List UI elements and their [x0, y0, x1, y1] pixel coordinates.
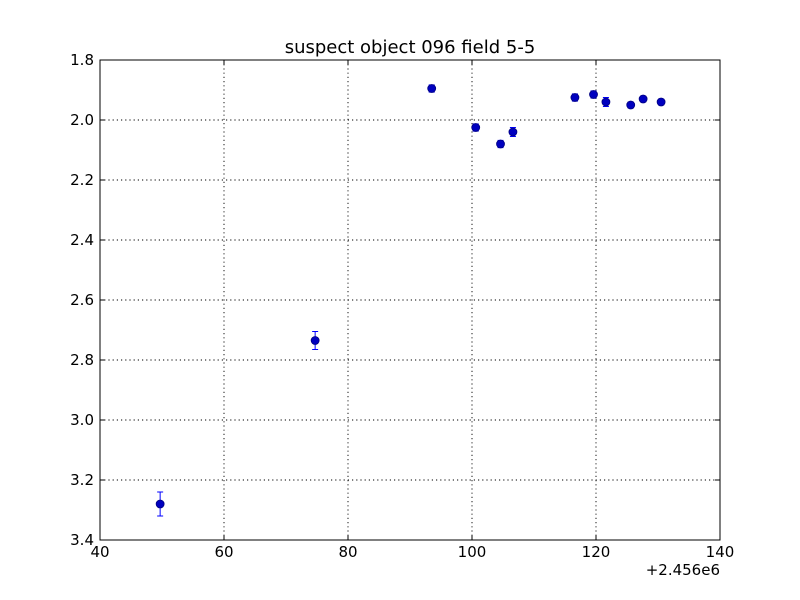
y-tick-label: 3.0 [70, 411, 94, 429]
y-tick-label: 1.8 [70, 51, 94, 69]
data-point [427, 84, 437, 93]
y-tick-label: 2.0 [70, 111, 94, 129]
data-point [626, 100, 636, 110]
x-tick-labels: 40 60 80 100 120 140 [90, 543, 734, 561]
data-point [589, 90, 598, 99]
data-point [508, 127, 518, 137]
y-tick-label: 2.4 [70, 231, 94, 249]
y-tick-label: 2.2 [70, 171, 94, 189]
x-tick-label: 100 [458, 543, 487, 561]
grid-lines [100, 60, 720, 540]
y-tick-label: 3.2 [70, 471, 94, 489]
data-point [310, 336, 320, 345]
data-point [471, 123, 481, 132]
data-point [656, 97, 666, 107]
y-tick-label: 2.6 [70, 291, 94, 309]
x-tick-label: 40 [90, 543, 109, 561]
y-tick-label: 2.8 [70, 351, 94, 369]
plot-frame [99, 59, 721, 541]
data-point [570, 93, 580, 102]
x-tick-label: 140 [706, 543, 735, 561]
x-axis-offset-label: +2.456e6 [646, 561, 720, 579]
data-point [155, 499, 165, 509]
x-tick-label: 120 [582, 543, 611, 561]
y-tick-label: 3.4 [70, 531, 94, 549]
data-point [638, 94, 648, 104]
data-point [601, 97, 611, 107]
x-tick-label: 60 [214, 543, 233, 561]
data-point [496, 139, 505, 149]
x-tick-label: 80 [338, 543, 357, 561]
data-points [155, 84, 666, 509]
y-tick-labels: 1.8 2.0 2.2 2.4 2.6 2.8 3.0 3.2 3.4 [70, 51, 94, 549]
chart-title: suspect object 096 field 5-5 [285, 37, 536, 58]
